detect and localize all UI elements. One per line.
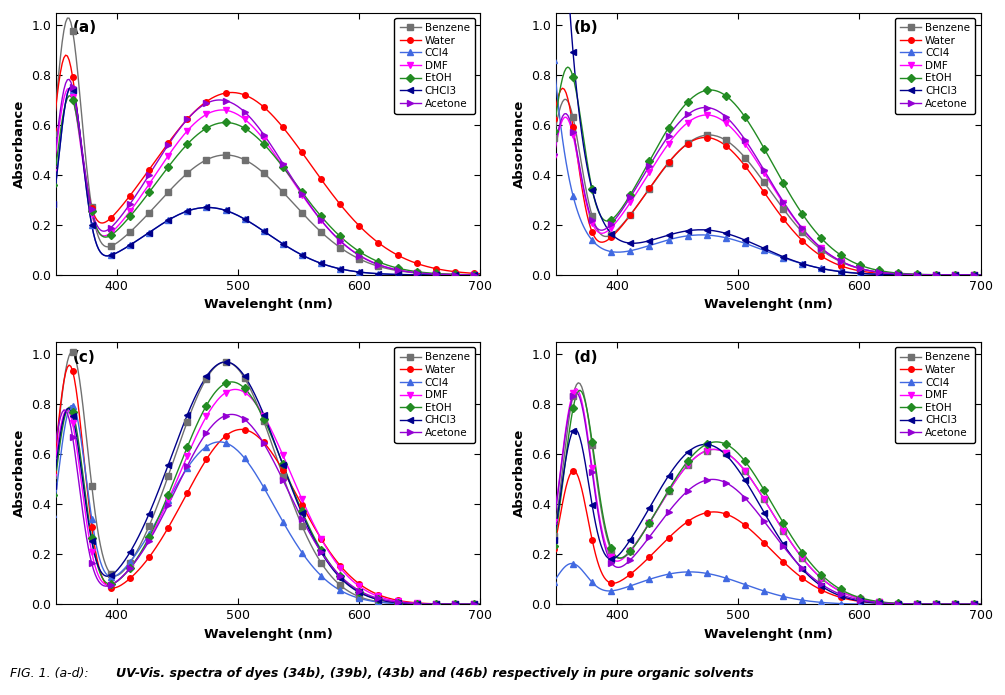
Text: (b): (b) [573,20,598,35]
X-axis label: Wavelenght (nm): Wavelenght (nm) [204,298,333,311]
Y-axis label: Absorbance: Absorbance [513,429,526,517]
Legend: Benzene, Water, CCl4, DMF, EtOH, CHCl3, Acetone: Benzene, Water, CCl4, DMF, EtOH, CHCl3, … [894,17,975,114]
Text: (d): (d) [573,350,598,365]
Legend: Benzene, Water, CCl4, DMF, EtOH, CHCl3, Acetone: Benzene, Water, CCl4, DMF, EtOH, CHCl3, … [394,17,475,114]
Text: (a): (a) [73,20,97,35]
Y-axis label: Absorbance: Absorbance [12,99,25,188]
Y-axis label: Absorbance: Absorbance [12,429,25,517]
X-axis label: Wavelenght (nm): Wavelenght (nm) [204,628,333,641]
Legend: Benzene, Water, CCl4, DMF, EtOH, CHCl3, Acetone: Benzene, Water, CCl4, DMF, EtOH, CHCl3, … [394,347,475,443]
X-axis label: Wavelenght (nm): Wavelenght (nm) [704,298,833,311]
Text: FIG. 1. (a-d):: FIG. 1. (a-d): [10,667,92,680]
Y-axis label: Absorbance: Absorbance [513,99,526,188]
X-axis label: Wavelenght (nm): Wavelenght (nm) [704,628,833,641]
Text: (c): (c) [73,350,95,365]
Legend: Benzene, Water, CCl4, DMF, EtOH, CHCl3, Acetone: Benzene, Water, CCl4, DMF, EtOH, CHCl3, … [894,347,975,443]
Text: UV-Vis. spectra of dyes (34b), (39b), (43b) and (46b) respectively in pure organ: UV-Vis. spectra of dyes (34b), (39b), (4… [116,667,754,680]
